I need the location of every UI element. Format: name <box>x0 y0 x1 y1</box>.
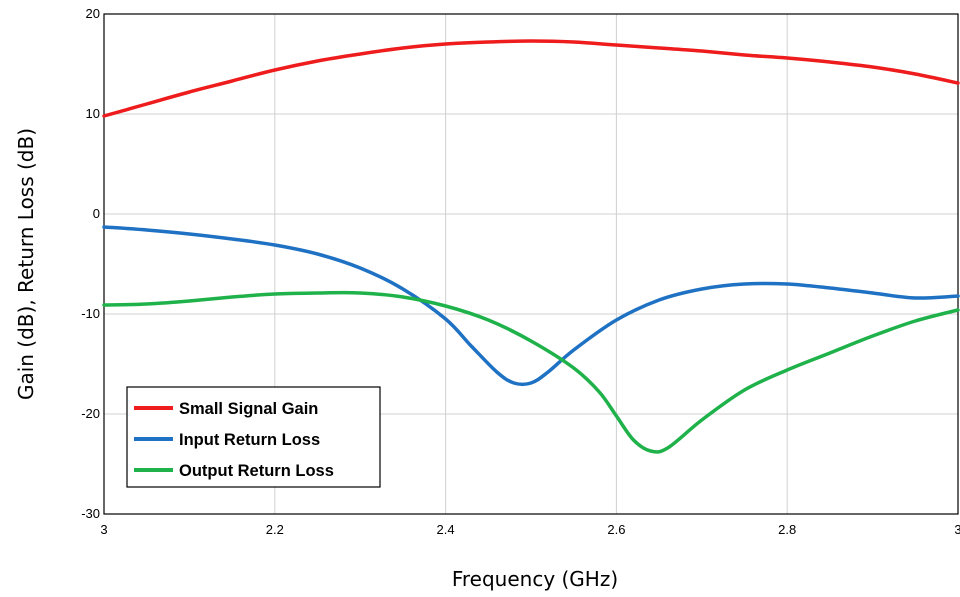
series-line-output-return-loss <box>102 290 960 454</box>
y-tick-label: -30 <box>81 506 100 521</box>
series-lines <box>102 39 960 454</box>
x-tick-label: 2.6 <box>607 522 625 537</box>
y-tick-label: 0 <box>93 206 100 221</box>
y-tick-label: -10 <box>81 306 100 321</box>
x-tick-label: 2.4 <box>437 522 455 537</box>
x-tick-label: 2.8 <box>778 522 796 537</box>
x-tick-label: 3 <box>954 522 960 537</box>
y-tick-label: -20 <box>81 406 100 421</box>
legend-label-small-signal-gain: Small Signal Gain <box>179 400 318 418</box>
y-tick-label: 20 <box>86 6 100 21</box>
legend-label-input-return-loss: Input Return Loss <box>179 431 320 449</box>
y-tick-label: 10 <box>86 106 100 121</box>
series-line-small-signal-gain <box>102 39 960 118</box>
series-line-input-return-loss <box>102 225 960 387</box>
y-axis-title: Gain (dB), Return Loss (dB) <box>14 128 38 400</box>
x-tick-label: 2.2 <box>266 522 284 537</box>
legend: Small Signal Gain Input Return Loss Output… <box>126 386 381 488</box>
x-tick-label: 3 <box>100 522 107 537</box>
x-axis-title: Frequency (GHz) <box>452 567 618 591</box>
plot-frame <box>103 13 959 515</box>
legend-label-output-return-loss: Output Return Loss <box>179 462 334 480</box>
tick-labels: 3 2.2 2.4 2.6 2.8 3 20 10 0 -10 -20 -30 <box>81 6 960 537</box>
